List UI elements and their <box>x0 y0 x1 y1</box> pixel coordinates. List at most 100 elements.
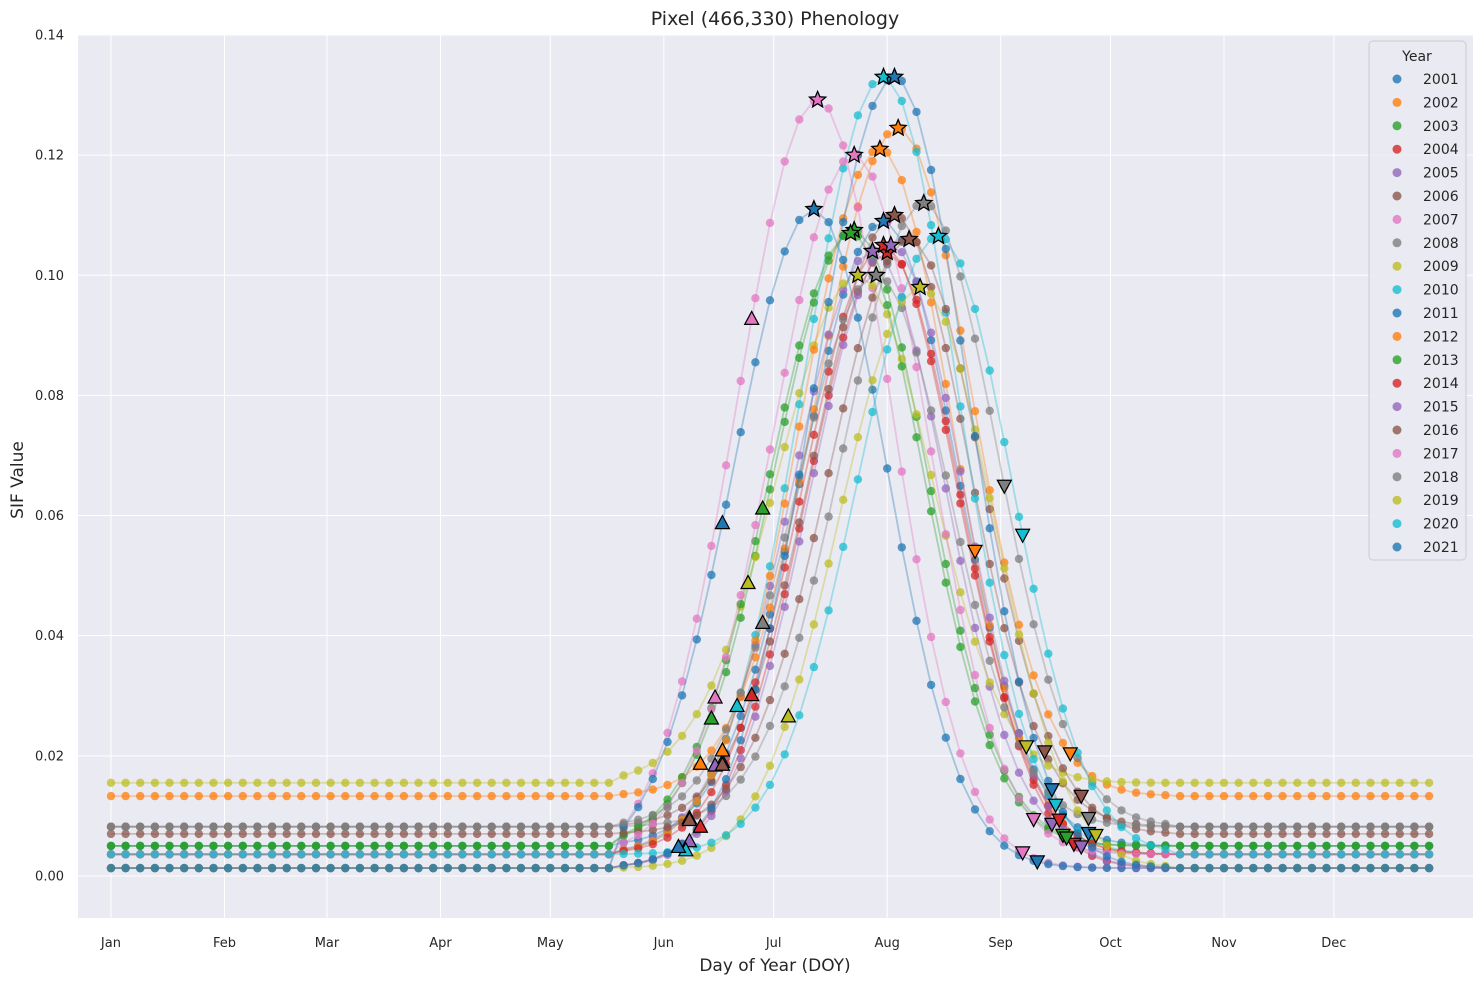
data-point <box>970 334 980 343</box>
data-point <box>443 829 452 839</box>
chart-title: Pixel (466,330) Phenology <box>651 8 899 30</box>
data-point <box>751 752 760 761</box>
data-point <box>824 104 833 113</box>
data-point <box>106 850 116 859</box>
eos-marker <box>1014 528 1031 544</box>
data-point <box>590 822 599 831</box>
data-point <box>1190 841 1199 851</box>
data-point <box>1249 791 1258 801</box>
data-point <box>1131 821 1141 830</box>
data-point <box>912 410 921 419</box>
data-point <box>912 555 921 564</box>
data-point <box>985 578 994 587</box>
data-point <box>443 778 452 787</box>
data-point <box>868 222 877 232</box>
data-point <box>502 778 511 787</box>
data-point <box>883 256 892 266</box>
data-point <box>472 822 482 831</box>
eos-marker <box>1058 831 1075 847</box>
data-point <box>1205 822 1214 831</box>
data-point <box>1322 778 1331 787</box>
data-point <box>1424 841 1434 851</box>
data-point <box>1131 860 1141 869</box>
data-point <box>1131 813 1141 822</box>
data-point <box>1337 841 1346 851</box>
data-point <box>1131 834 1141 843</box>
data-point <box>970 571 980 580</box>
data-point <box>341 822 350 831</box>
data-point <box>253 850 262 859</box>
data-point <box>809 405 819 414</box>
data-point <box>516 822 526 831</box>
data-point <box>575 863 584 873</box>
data-point <box>414 841 423 851</box>
data-point <box>736 819 745 829</box>
sos-marker <box>754 614 771 629</box>
data-point <box>1014 729 1024 738</box>
data-point <box>809 430 819 439</box>
legend-item-2011: 2011 <box>1392 306 1459 322</box>
legend-marker <box>1392 308 1402 318</box>
legend-label: 2002 <box>1423 95 1459 111</box>
data-point <box>765 218 775 228</box>
data-point <box>897 543 906 552</box>
data-point <box>385 863 394 873</box>
data-point <box>165 822 174 831</box>
data-point <box>663 823 672 832</box>
data-point <box>238 778 247 787</box>
data-point <box>941 484 950 493</box>
data-point <box>1234 822 1243 831</box>
data-point <box>780 368 789 377</box>
data-point <box>282 791 291 801</box>
data-point <box>751 520 760 530</box>
legend-marker <box>1392 74 1402 84</box>
data-point <box>458 863 467 873</box>
data-point <box>1337 850 1346 859</box>
data-point <box>165 829 174 839</box>
data-point <box>604 841 614 851</box>
data-point <box>956 259 965 268</box>
data-point <box>926 447 936 456</box>
legend-marker <box>1392 331 1402 341</box>
data-point <box>1410 829 1419 839</box>
data-point <box>985 524 994 533</box>
data-point <box>795 524 804 533</box>
data-point <box>795 497 804 506</box>
data-point <box>677 691 687 700</box>
legend-item-2006: 2006 <box>1392 189 1459 205</box>
legend-label: 2019 <box>1423 493 1459 509</box>
legend-label: 2011 <box>1423 306 1459 322</box>
data-point <box>1278 863 1287 873</box>
data-point <box>707 788 716 797</box>
data-point <box>1146 822 1156 831</box>
data-point <box>297 863 306 873</box>
data-point <box>795 400 804 409</box>
data-point <box>721 831 731 840</box>
data-point <box>970 564 980 573</box>
data-point <box>590 791 599 801</box>
data-point <box>326 841 335 851</box>
data-point <box>399 791 409 801</box>
data-point <box>1117 785 1126 794</box>
data-point <box>546 778 555 787</box>
data-point <box>663 795 672 804</box>
legend-items: 2001 2002 2003 2004 2005 2006 2007 2008 2009 2010… <box>1392 72 1459 556</box>
data-point <box>941 379 950 389</box>
data-point <box>780 247 789 256</box>
data-point <box>1190 791 1199 801</box>
data-point <box>399 841 409 851</box>
data-point <box>458 829 467 839</box>
data-point <box>941 578 950 587</box>
data-point <box>883 310 892 319</box>
data-point <box>1351 863 1361 873</box>
data-point <box>897 362 906 371</box>
data-point <box>267 850 277 859</box>
data-point <box>1234 850 1243 859</box>
data-point <box>765 571 775 581</box>
data-point <box>1117 850 1126 860</box>
data-point <box>751 733 760 742</box>
data-point <box>1146 778 1156 787</box>
data-point <box>707 704 716 714</box>
data-point <box>1424 778 1434 787</box>
data-point <box>634 803 643 812</box>
